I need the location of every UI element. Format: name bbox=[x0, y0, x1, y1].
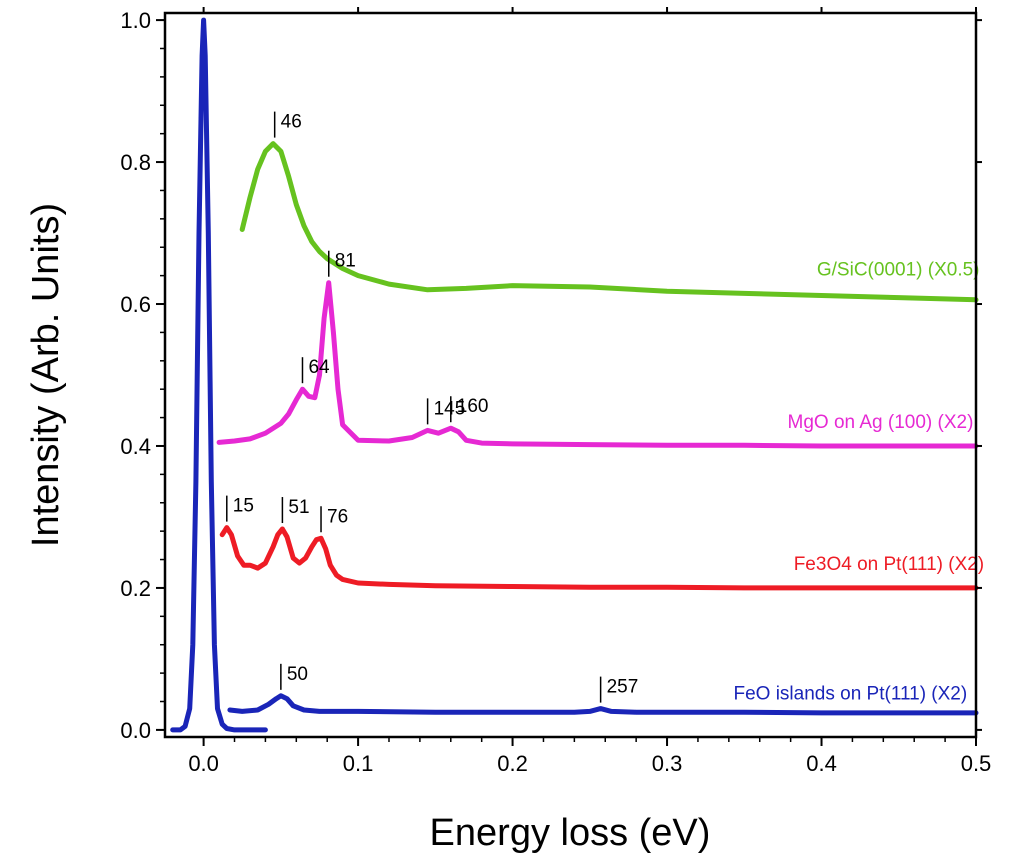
peak-label-76: 76 bbox=[327, 506, 348, 527]
x-tick-label-0: 0.0 bbox=[188, 751, 219, 776]
peak-label-145: 145 bbox=[434, 398, 466, 419]
y-axis-title: Intensity (Arb. Units) bbox=[25, 203, 67, 547]
series-label-feo-islands-on-pt-111-x2: FeO islands on Pt(111) (X2) bbox=[733, 683, 967, 704]
plot-frame bbox=[163, 11, 978, 739]
y-tick-label-5: 1.0 bbox=[120, 8, 151, 33]
series-label-g-sic-0001-x0-5: G/SiC(0001) (X0.5) bbox=[817, 260, 980, 281]
x-tick-label-3: 0.3 bbox=[652, 751, 683, 776]
y-tick-label-1: 0.2 bbox=[120, 576, 151, 601]
series-line-feo-islands-on-pt-111-x2-3 bbox=[170, 17, 268, 733]
peak-label-257: 257 bbox=[607, 677, 639, 698]
x-tick-label-1: 0.1 bbox=[343, 751, 374, 776]
series-label-mgo-on-ag-100-x2: MgO on Ag (100) (X2) bbox=[788, 412, 974, 433]
y-tick-label-3: 0.6 bbox=[120, 292, 151, 317]
peak-label-51: 51 bbox=[288, 497, 309, 518]
peak-label-64: 64 bbox=[308, 357, 330, 378]
x-tick-label-4: 0.4 bbox=[806, 751, 837, 776]
x-axis-title: Energy loss (eV) bbox=[430, 812, 711, 854]
x-tick-label-5: 0.5 bbox=[961, 751, 992, 776]
peak-label-81: 81 bbox=[335, 251, 356, 272]
peak-label-160: 160 bbox=[457, 396, 489, 417]
series-line-mgo-on-ag-100-x2-1 bbox=[216, 280, 979, 449]
y-tick-label-4: 0.8 bbox=[120, 150, 151, 175]
series-line-g-sic-0001-x0-5-0 bbox=[239, 141, 979, 303]
series-line-fe3o4-on-pt-111-x2-2 bbox=[219, 525, 979, 591]
series-label-fe3o4-on-pt-111-x2: Fe3O4 on Pt(111) (X2) bbox=[794, 554, 984, 575]
y-tick-label-0: 0.0 bbox=[120, 718, 151, 743]
y-tick-label-2: 0.4 bbox=[120, 434, 151, 459]
series-layer bbox=[170, 17, 979, 733]
series-label-layer: G/SiC(0001) (X0.5) MgO on Ag (100) (X2) Fe… bbox=[733, 260, 984, 705]
peak-label-46: 46 bbox=[281, 112, 302, 133]
axis-layer: 0.0 0.1 0.2 0.3 0.4 0.5 0.0 0.2 0.4 0.6 0.8 1.0 bbox=[120, 7, 991, 776]
peak-label-15: 15 bbox=[233, 496, 254, 517]
x-tick-label-2: 0.2 bbox=[497, 751, 528, 776]
series-line-feo-islands-on-pt-111-x2-4 bbox=[227, 693, 979, 716]
peak-label-50: 50 bbox=[287, 664, 308, 685]
